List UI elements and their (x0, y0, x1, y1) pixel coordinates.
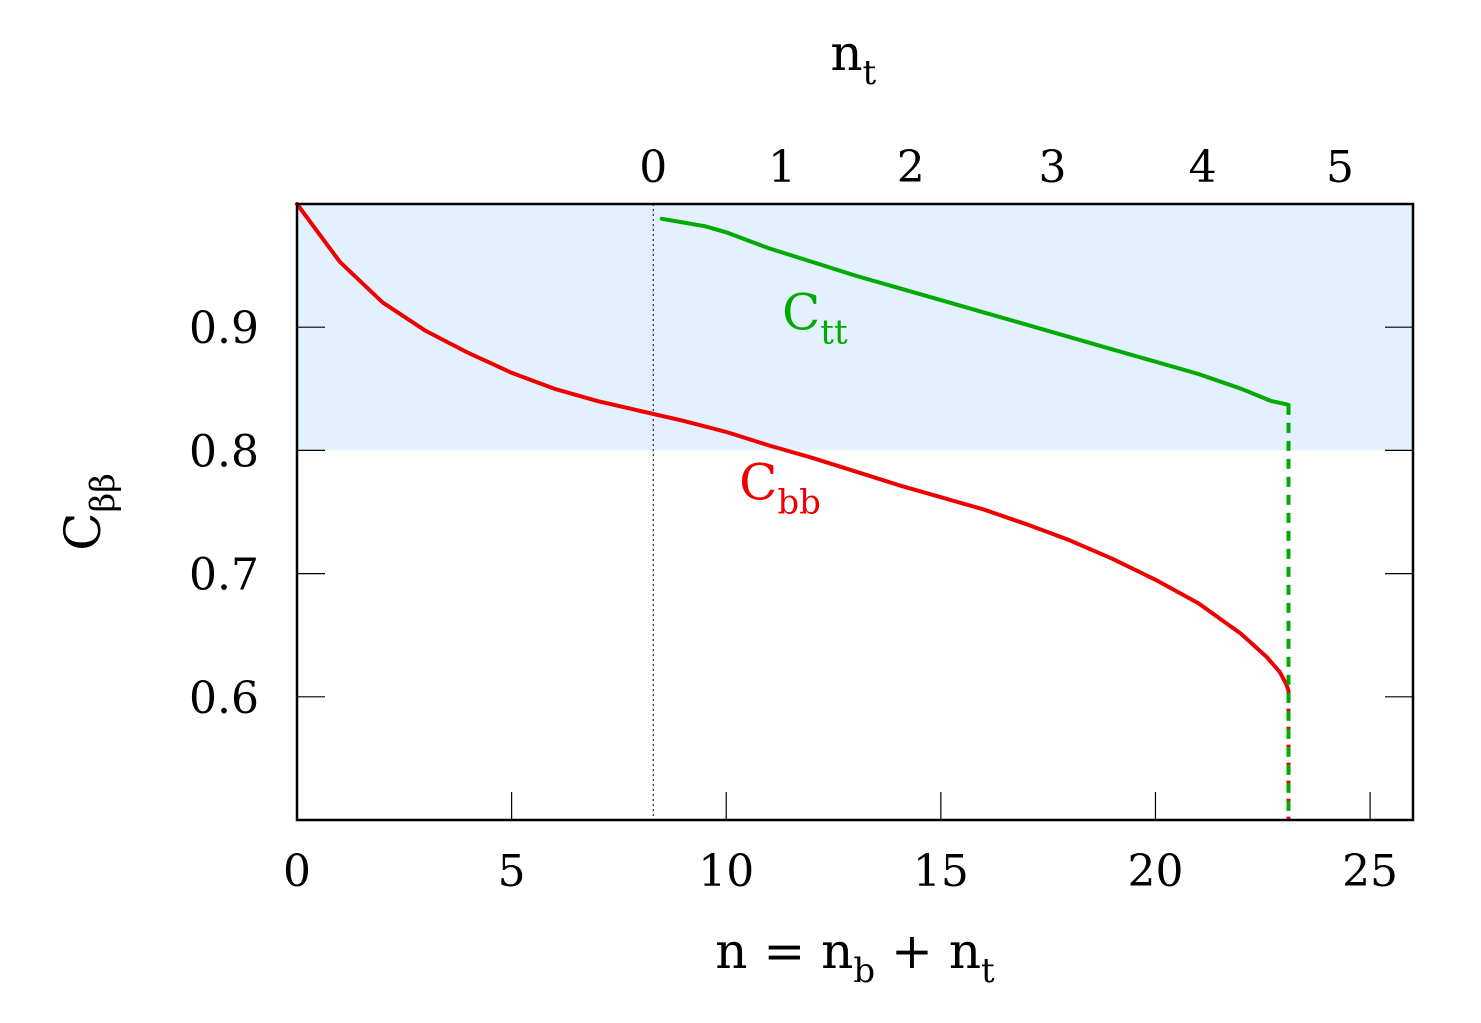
x-axis-title: n = nb + nt (715, 922, 995, 991)
x-tick-label: 20 (1127, 846, 1183, 897)
x2-tick-label: 4 (1189, 142, 1217, 193)
series-label-Cbb: Cbb (739, 454, 821, 523)
plot-area: Cbb Ctt 0 5 10 15 20 25 0 1 2 3 4 5 0.6 0.7 0.8 0.9 n = nb… (54, 24, 1415, 991)
x2-tick-label: 0 (639, 142, 667, 193)
x2-tick-label: 3 (1038, 142, 1066, 193)
series-line-Cbb (295, 202, 1291, 693)
shaded-band (297, 204, 1413, 451)
x-tick-label: 0 (283, 846, 311, 897)
plot-frame (295, 202, 1415, 822)
series-line-Ctt (659, 216, 1291, 407)
x2-tick-label: 2 (897, 142, 925, 193)
y-tick-label: 0.9 (189, 303, 259, 354)
y-tick-label: 0.7 (189, 550, 259, 601)
x2-tick-label: 5 (1326, 142, 1354, 193)
x2-tick-label: 1 (768, 142, 796, 193)
x-tick-label: 25 (1342, 846, 1398, 897)
x-tick-label: 5 (498, 846, 526, 897)
x-tick-label: 10 (698, 846, 754, 897)
series-label-Ctt: Ctt (782, 284, 848, 353)
x-tick-label: 15 (913, 846, 969, 897)
y-tick-label: 0.8 (189, 426, 259, 477)
y-axis-title: Cββ (54, 473, 123, 551)
x2-axis-title: nt (830, 24, 876, 93)
y-tick-label: 0.6 (189, 673, 259, 724)
